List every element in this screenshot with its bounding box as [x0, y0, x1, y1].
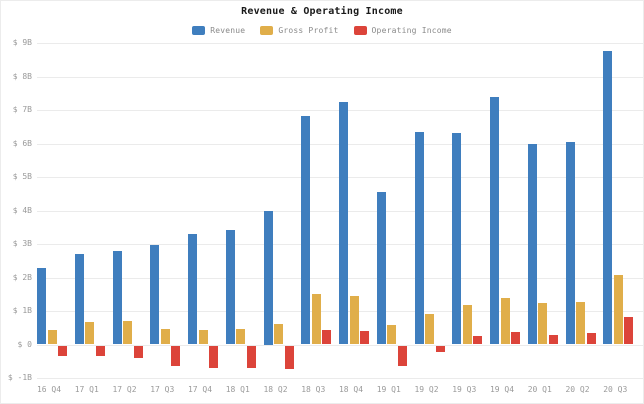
- gridline-0: [37, 344, 643, 346]
- x-axis-tick-label: 20 Q2: [565, 385, 590, 394]
- bar-revenue-17-q1: [74, 254, 84, 345]
- chart-title: Revenue & Operating Income: [241, 6, 403, 17]
- bar-gross-profit-16-q4: [47, 330, 57, 345]
- gross-profit-swatch-icon: [260, 26, 274, 35]
- bar-revenue-20-q3: [603, 50, 613, 345]
- y-axis-tick-label: $ 6B: [12, 138, 32, 148]
- y-axis-tick-label: $ 1B: [12, 306, 32, 315]
- bar-revenue-18-q3: [301, 116, 311, 345]
- gridline-8: [37, 76, 643, 78]
- y-axis-tick-label: $ 4B: [12, 205, 32, 215]
- y-axis-tick-label: $ 2B: [12, 272, 32, 282]
- legend-item-revenue: Revenue: [192, 26, 245, 35]
- bar-revenue-17-q3: [150, 244, 160, 345]
- legend-label-gross-profit: Gross Profit: [278, 26, 339, 35]
- x-axis-tick-label: 18 Q2: [263, 385, 288, 394]
- bar-operating-income-20-q2: [586, 333, 596, 345]
- x-axis-tick-label: 17 Q2: [112, 385, 137, 394]
- legend-label-revenue: Revenue: [210, 26, 246, 35]
- x-axis-tick-label: 17 Q4: [187, 385, 213, 394]
- x-axis-tick-label: 19 Q4: [489, 385, 515, 394]
- bar-operating-income-19-q4: [511, 332, 520, 345]
- legend-item-gross-profit: Gross Profit: [260, 26, 338, 35]
- x-axis-tick-label: 17 Q3: [150, 385, 175, 394]
- bar-revenue-18-q1: [225, 230, 235, 345]
- x-axis-tick-label: 18 Q4: [338, 385, 364, 394]
- bar-operating-income-20-q1: [548, 335, 558, 345]
- bar-operating-income-17-q4: [209, 346, 218, 368]
- bar-gross-profit-17-q3: [160, 329, 170, 345]
- bar-operating-income-18-q3: [322, 330, 332, 345]
- bar-gross-profit-20-q3: [613, 275, 623, 345]
- operating-income-swatch-icon: [353, 26, 367, 35]
- bar-revenue-20-q1: [527, 143, 537, 345]
- bar-revenue-17-q4: [188, 234, 197, 345]
- x-axis-tick-label: 18 Q1: [225, 385, 250, 394]
- bar-gross-profit-17-q2: [123, 321, 132, 345]
- bar-gross-profit-18-q1: [236, 329, 246, 345]
- bar-gross-profit-17-q4: [198, 329, 208, 345]
- x-axis-tick-label: 17 Q1: [74, 385, 99, 394]
- bar-operating-income-16-q4: [58, 346, 67, 357]
- bar-revenue-17-q2: [112, 251, 122, 345]
- gridline-9: [37, 43, 643, 44]
- bar-operating-income-19-q2: [435, 346, 445, 352]
- bar-revenue-18-q2: [263, 210, 273, 345]
- bar-gross-profit-20-q2: [576, 301, 585, 345]
- gridline--1: [37, 378, 643, 379]
- bar-operating-income-17-q1: [95, 346, 105, 357]
- y-axis-tick-label: $ 3B: [12, 239, 32, 248]
- y-axis-tick-label: $ 8B: [12, 71, 32, 81]
- bar-operating-income-18-q1: [246, 346, 256, 368]
- y-axis-tick-label: $ 9B: [12, 38, 32, 47]
- legend-label-operating-income: Operating Income: [371, 26, 452, 35]
- bar-operating-income-17-q3: [171, 346, 181, 367]
- bar-revenue-19-q2: [414, 131, 424, 345]
- bar-operating-income-18-q4: [360, 330, 369, 345]
- revenue-swatch-icon: [192, 26, 206, 35]
- bar-revenue-19-q1: [376, 192, 386, 345]
- bar-gross-profit-19-q1: [387, 325, 397, 345]
- x-axis-tick-label: 19 Q2: [414, 385, 439, 394]
- bar-revenue-20-q2: [565, 142, 575, 345]
- bar-operating-income-19-q3: [473, 335, 483, 345]
- bar-gross-profit-19-q2: [425, 313, 434, 345]
- y-axis-tick-label: $ 0: [17, 339, 32, 349]
- x-axis-tick-label: 19 Q1: [376, 385, 401, 394]
- bar-revenue-16-q4: [37, 268, 46, 345]
- legend: Revenue Gross Profit Operating Income: [1, 26, 643, 35]
- bar-revenue-19-q4: [490, 97, 499, 345]
- x-axis-tick-label: 18 Q3: [301, 385, 326, 394]
- bar-gross-profit-19-q3: [462, 304, 472, 345]
- bar-revenue-18-q4: [339, 102, 348, 345]
- bar-gross-profit-20-q1: [538, 303, 548, 345]
- bar-operating-income-18-q2: [284, 346, 294, 370]
- bar-operating-income-17-q2: [133, 346, 143, 358]
- y-axis-tick-label: $ -1B: [7, 373, 32, 382]
- bar-gross-profit-18-q3: [311, 293, 321, 345]
- bar-revenue-19-q3: [452, 133, 462, 345]
- bar-gross-profit-17-q1: [85, 322, 95, 345]
- bar-operating-income-19-q1: [397, 346, 407, 367]
- y-axis-tick-label: $ 5B: [12, 172, 32, 181]
- x-axis-tick-label: 19 Q3: [452, 385, 477, 394]
- y-axis-tick-label: $ 7B: [12, 105, 32, 114]
- x-axis-tick-label: 20 Q1: [527, 385, 552, 394]
- bar-operating-income-20-q3: [624, 317, 634, 345]
- x-axis-tick-label: 20 Q3: [603, 385, 628, 394]
- bar-gross-profit-18-q4: [349, 296, 359, 345]
- bar-gross-profit-18-q2: [274, 323, 283, 345]
- x-axis-tick-label: 16 Q4: [36, 385, 62, 394]
- bar-gross-profit-19-q4: [500, 297, 510, 345]
- legend-item-operating-income: Operating Income: [353, 26, 452, 35]
